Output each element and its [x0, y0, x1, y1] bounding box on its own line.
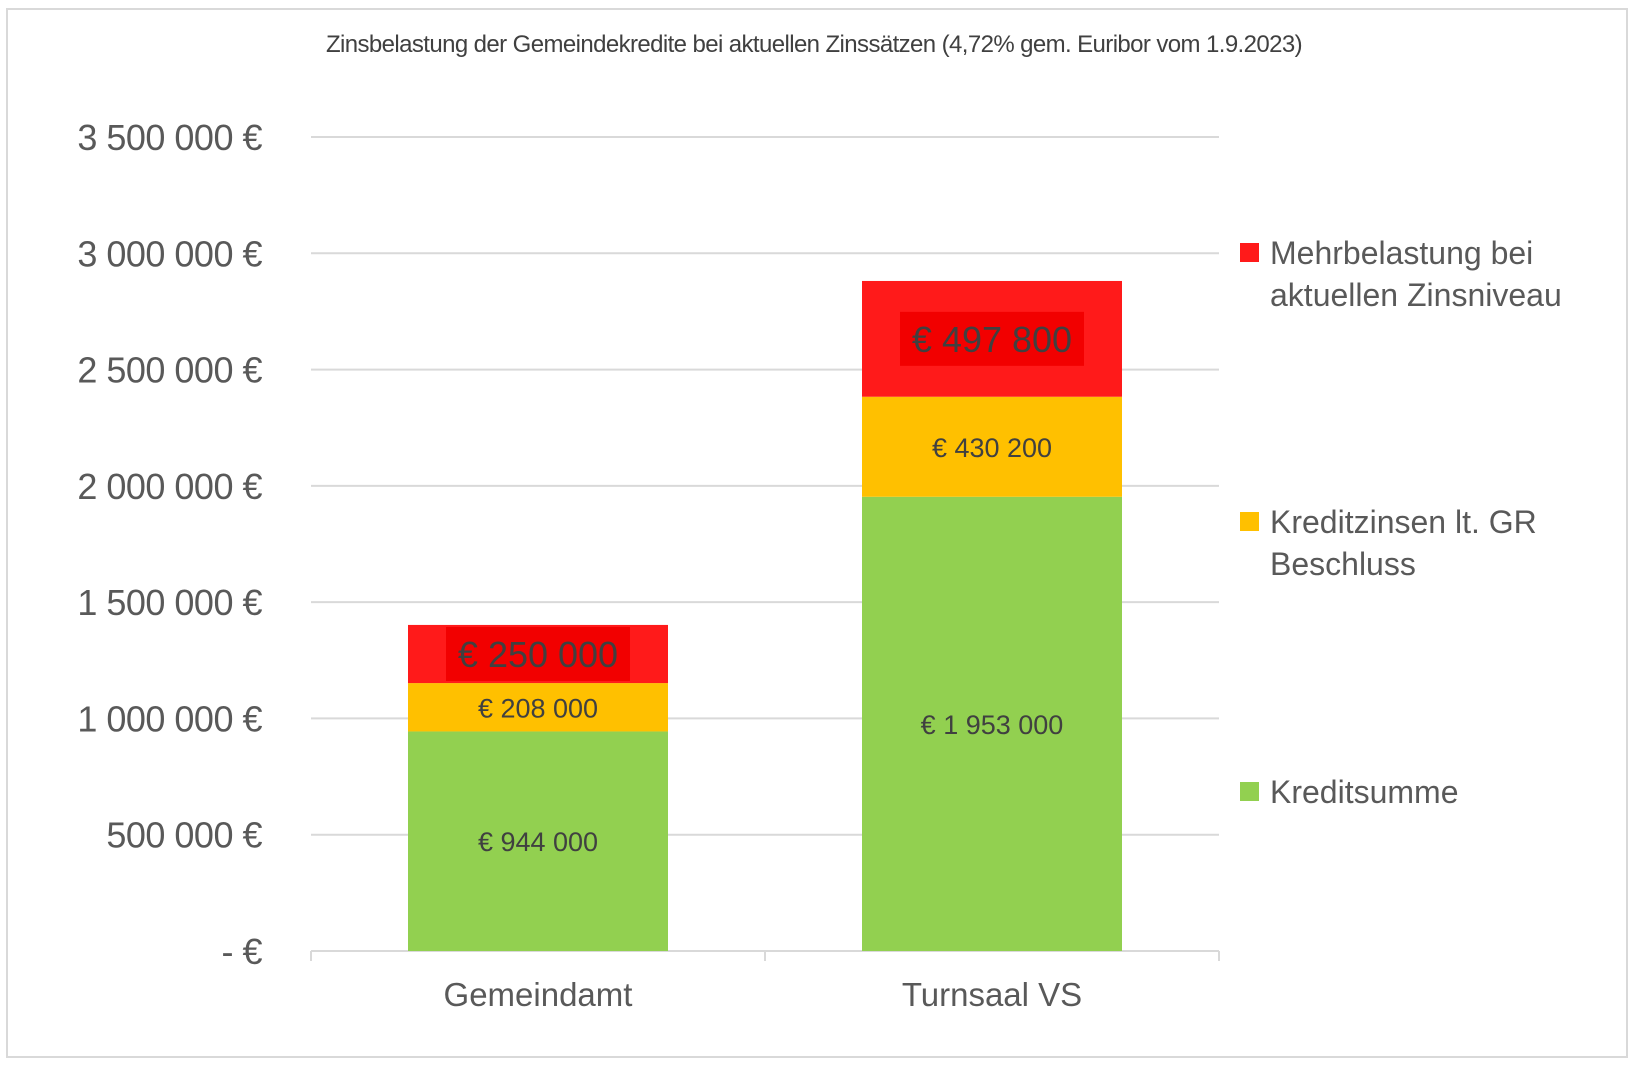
y-tick-label: 1 000 000 €	[77, 698, 262, 739]
data-label: € 250 000	[458, 634, 618, 675]
bar-segment	[408, 731, 668, 951]
data-label-highlight	[900, 311, 1084, 366]
y-tick-label: 2 500 000 €	[77, 350, 262, 391]
y-axis-ticks: - € 500 000 € 1 000 000 € 1 500 000 € 2 000 …	[77, 117, 263, 972]
x-tick-label: Turnsaal VS	[902, 976, 1082, 1013]
y-tick-label: 2 000 000 €	[77, 466, 262, 507]
y-tick-label: 3 000 000 €	[77, 233, 262, 274]
bars: € 944 000 € 208 000 € 250 000 € 1 953 000 € …	[408, 280, 1122, 951]
legend-label: Kreditsumme	[1270, 774, 1459, 810]
y-tick-label: 3 500 000 €	[77, 117, 262, 158]
legend-swatch	[1240, 512, 1259, 531]
data-label: € 208 000	[478, 693, 598, 723]
bar-segment	[862, 496, 1122, 951]
legend-label: Beschluss	[1270, 546, 1416, 582]
y-tick-label: - €	[221, 931, 262, 972]
x-tick-label: Gemeindamt	[444, 976, 633, 1013]
bar-segment	[408, 683, 668, 732]
y-tick-label: 1 500 000 €	[77, 582, 262, 623]
legend: Mehrbelastung bei aktuellen Zinsniveau Kre…	[1240, 235, 1562, 810]
chart-frame	[6, 8, 1628, 1058]
bar-segment	[862, 396, 1122, 497]
data-label: € 497 800	[912, 319, 1072, 360]
legend-label: Mehrbelastung bei	[1270, 235, 1533, 271]
legend-swatch	[1240, 243, 1259, 262]
y-tick-label: 500 000 €	[106, 815, 262, 856]
data-label: € 1 953 000	[921, 710, 1064, 740]
data-label: € 430 200	[932, 433, 1052, 463]
data-label: € 944 000	[478, 827, 598, 857]
x-axis-ticks: Gemeindamt Turnsaal VS	[444, 976, 1083, 1013]
data-label-highlight	[446, 627, 630, 682]
legend-label: Kreditzinsen lt. GR	[1270, 504, 1537, 540]
legend-label: aktuellen Zinsniveau	[1270, 277, 1562, 313]
legend-swatch	[1240, 782, 1259, 801]
chart-title: Zinsbelastung der Gemeindekredite bei ak…	[326, 31, 1302, 58]
